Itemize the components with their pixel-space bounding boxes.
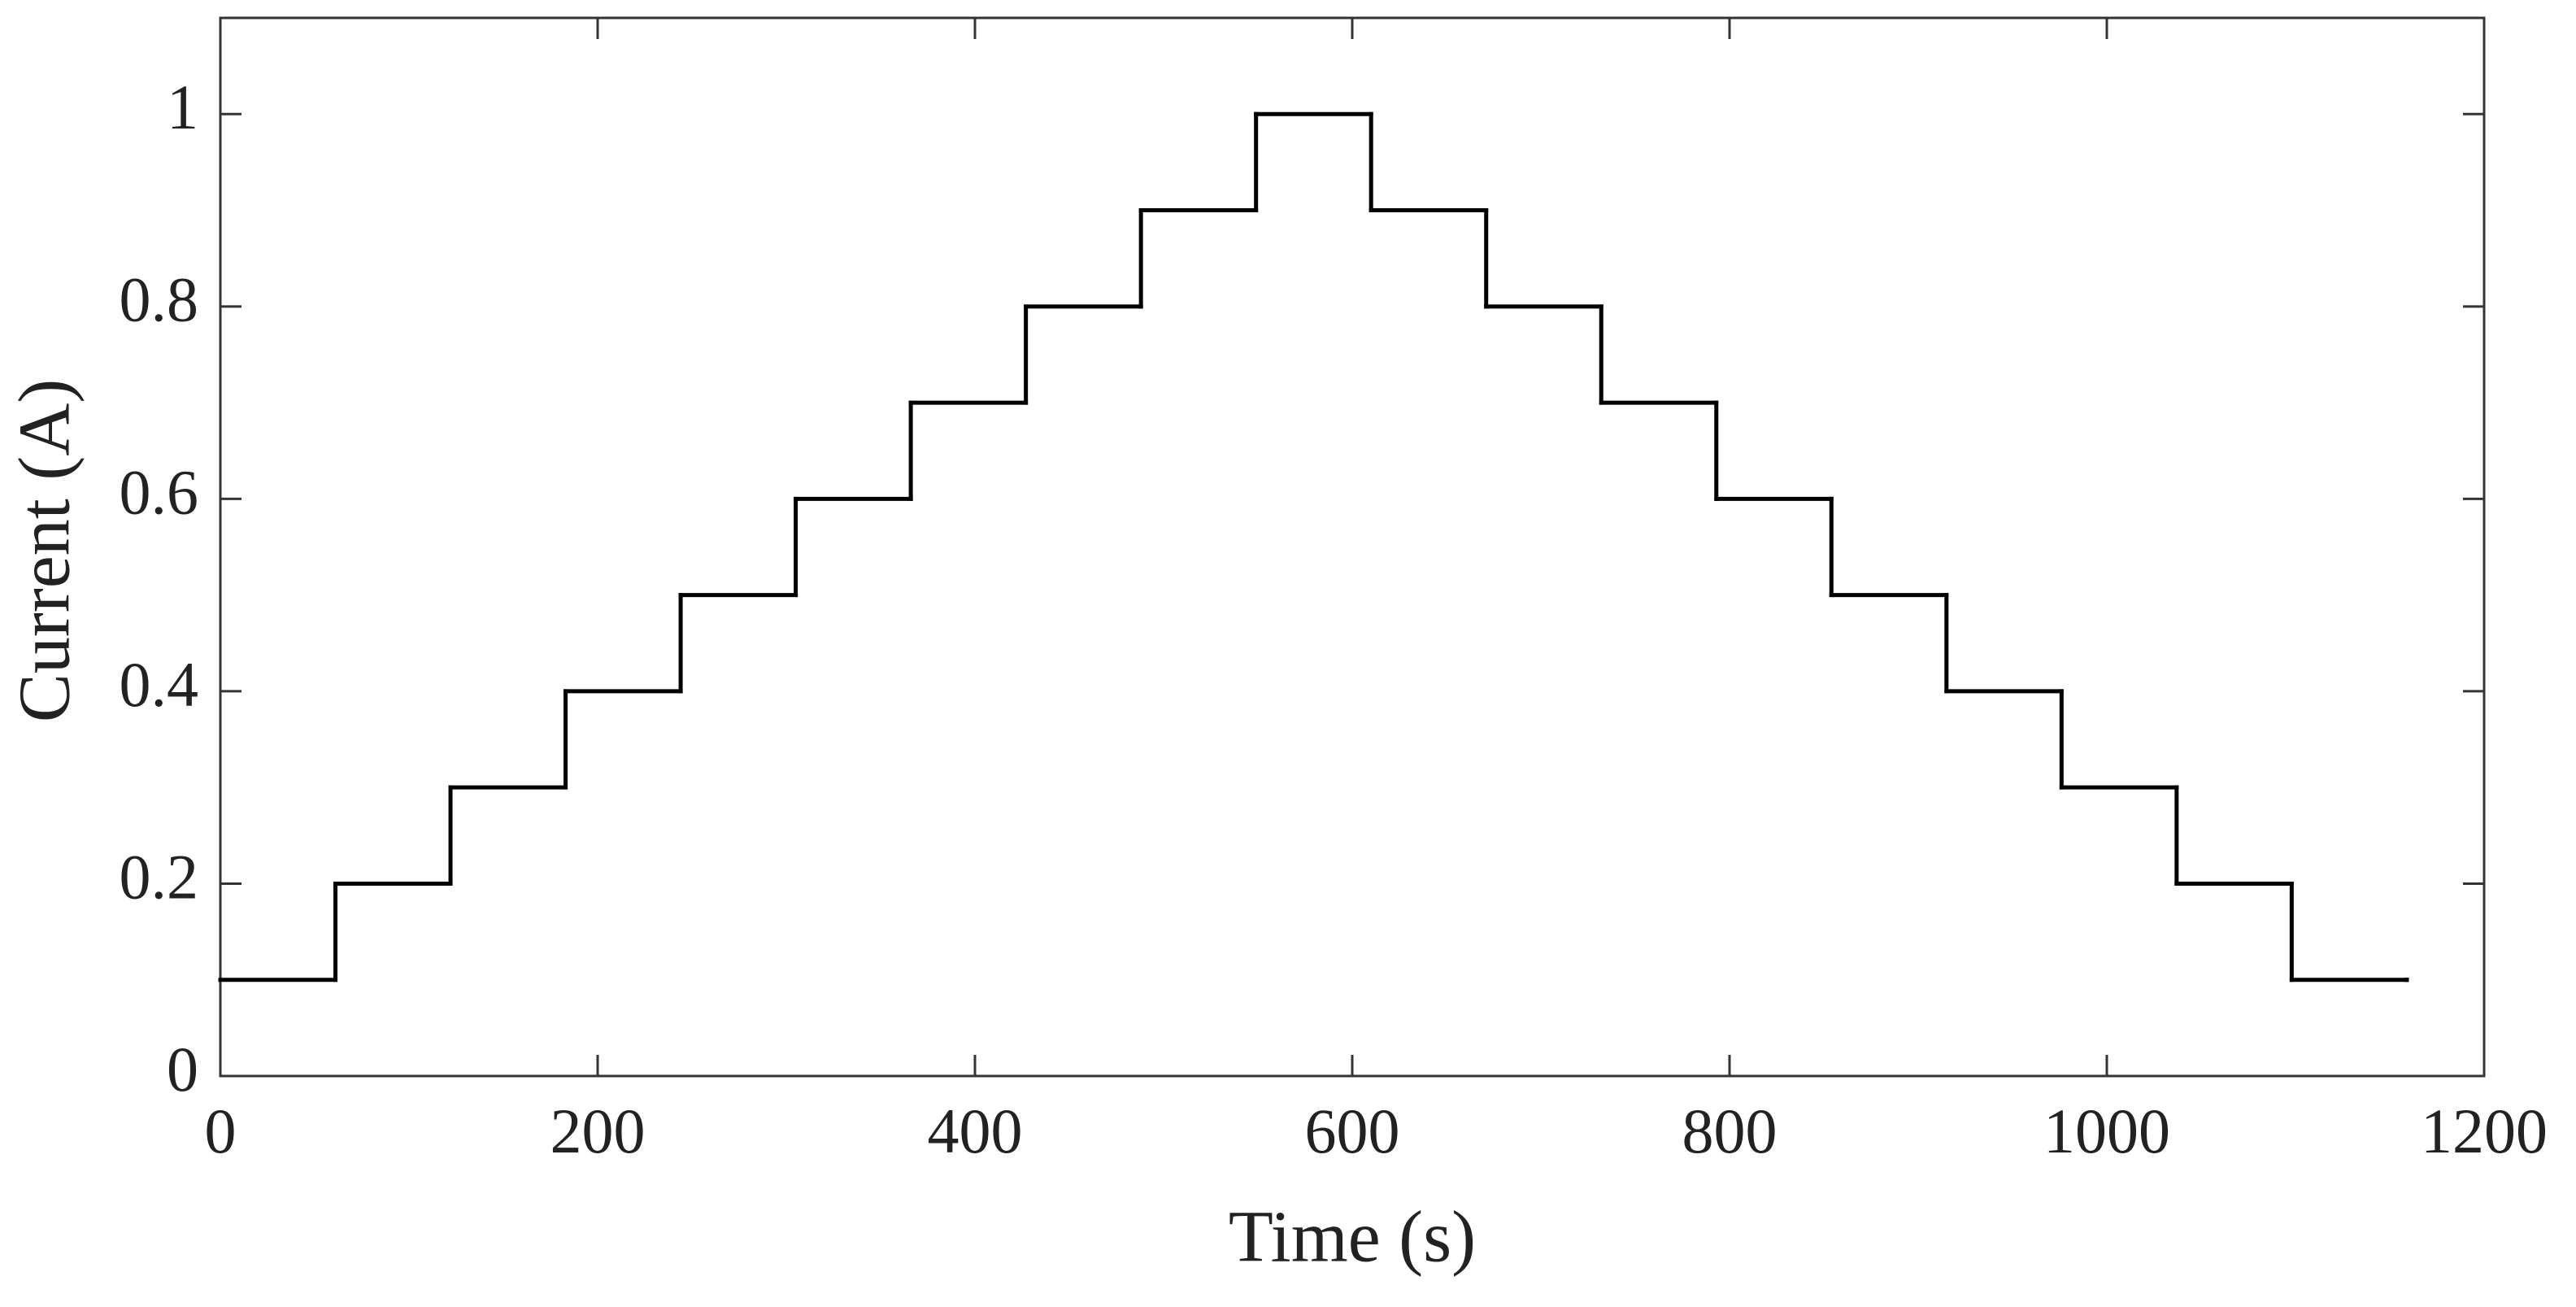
y-tick-label: 0 — [167, 1034, 198, 1104]
x-tick-label: 400 — [928, 1096, 1023, 1166]
y-tick-label: 0.8 — [120, 264, 199, 335]
plot-frame — [219, 16, 2486, 1078]
x-tick-label: 800 — [1682, 1096, 1778, 1166]
y-tick-label: 1 — [167, 72, 198, 142]
y-tick-label: 0.4 — [120, 649, 199, 720]
x-tick-label: 200 — [550, 1096, 646, 1166]
x-axis-label: Time (s) — [1229, 1197, 1476, 1278]
y-axis-label: Current (A) — [5, 379, 85, 722]
y-tick-label: 0.6 — [120, 456, 199, 527]
y-tick-label: 0.2 — [120, 841, 199, 912]
x-tick-label: 600 — [1305, 1096, 1400, 1166]
x-tick-label: 1200 — [2421, 1096, 2548, 1166]
x-tick-label: 1000 — [2043, 1096, 2170, 1166]
x-tick-label: 0 — [205, 1096, 237, 1166]
